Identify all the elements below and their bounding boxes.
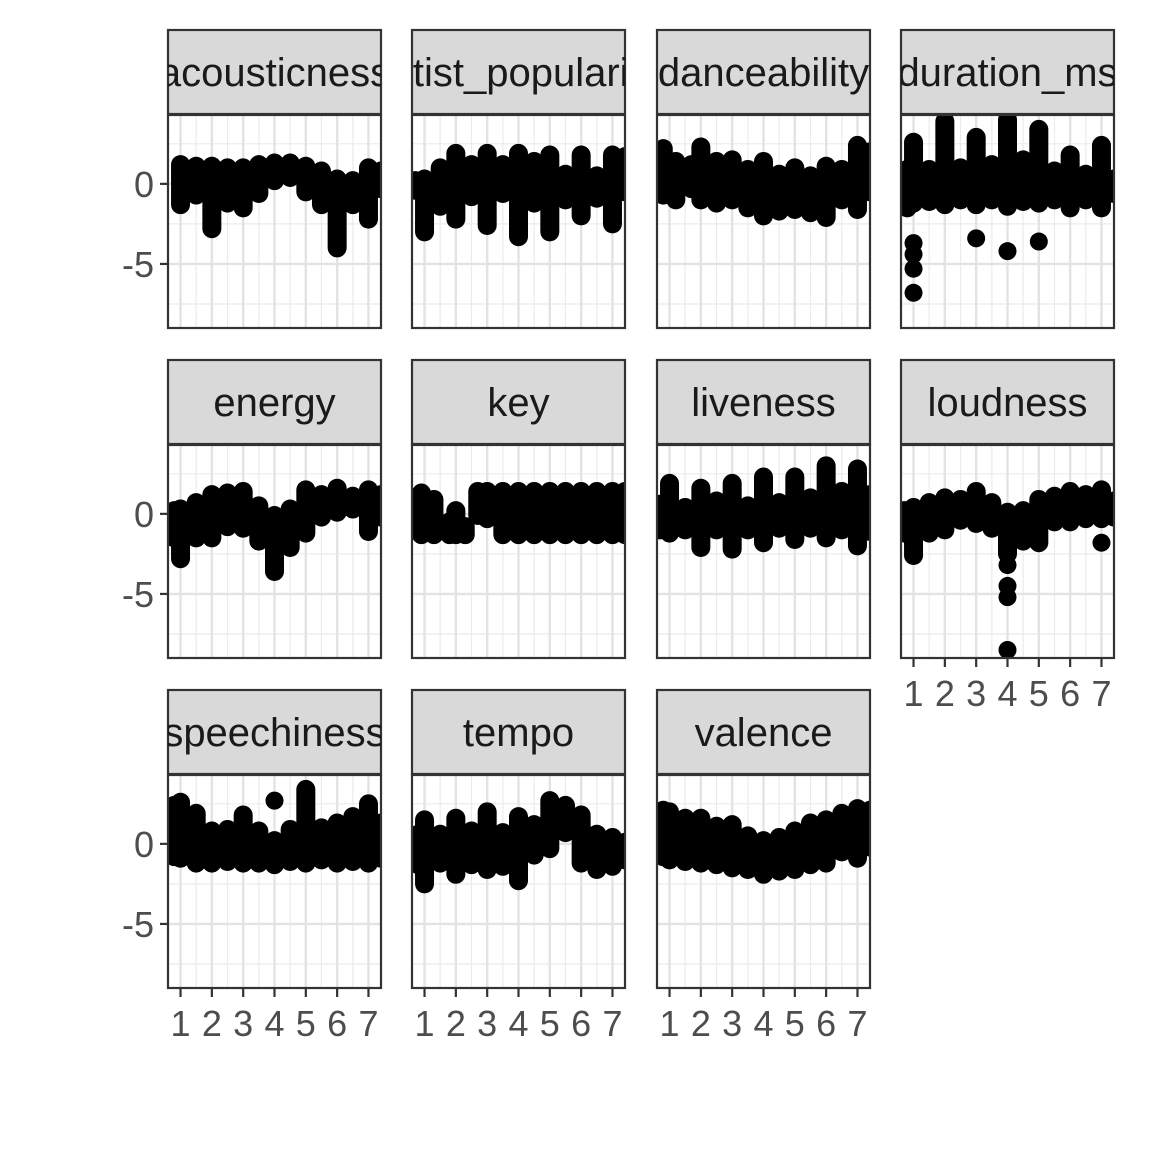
facet-panels: acousticnessartist_popularitydanceabilit… <box>159 28 1117 990</box>
panel-valence: valence <box>655 688 872 990</box>
strip-label-duration-ms: duration_ms <box>897 51 1117 95</box>
points-speechiness <box>168 779 381 875</box>
x-tick-label: 1 <box>660 1003 680 1044</box>
panel-duration-ms: duration_ms <box>897 28 1117 330</box>
points-energy <box>168 478 381 582</box>
points-acousticness <box>171 153 381 258</box>
panel-artist-popularity: artist_popularity <box>377 28 659 330</box>
x-tick-label: 7 <box>358 1003 378 1044</box>
y-tick-label: -5 <box>122 904 154 945</box>
panel-acousticness: acousticness <box>159 28 390 330</box>
strip-key <box>410 358 627 446</box>
data-point <box>1092 533 1111 552</box>
x-tick-label: 7 <box>1091 673 1111 714</box>
points-duration-ms <box>901 115 1114 302</box>
x-tick-label: 2 <box>691 1003 711 1044</box>
panel-border <box>899 113 1116 330</box>
data-point <box>904 259 923 278</box>
data-point <box>998 640 1017 658</box>
strip-artist-popularity <box>410 28 627 116</box>
x-tick-label: 6 <box>816 1003 836 1044</box>
x-tick-label: 6 <box>1060 673 1080 714</box>
points-liveness <box>657 456 870 559</box>
x-tick-label: 4 <box>508 1003 528 1044</box>
x-tick-label: 4 <box>997 673 1017 714</box>
data-point <box>1029 232 1048 251</box>
panel-danceability: danceability <box>655 28 872 330</box>
points-key <box>412 481 625 545</box>
x-tick-label: 2 <box>202 1003 222 1044</box>
panel-border <box>410 113 627 330</box>
x-tick-label: 3 <box>477 1003 497 1044</box>
strip-label-artist-popularity: artist_popularity <box>377 51 659 95</box>
x-tick-label: 7 <box>602 1003 622 1044</box>
panel-key: key <box>410 358 627 660</box>
x-tick-label: 2 <box>446 1003 466 1044</box>
facet-axes: 0-50-51 2 3 4 5 6 70-51 2 3 4 5 6 7 1 2 3 4 5 6 7 1 2 3 4 5 6 7 <box>122 164 1112 1044</box>
panel-border <box>166 443 383 660</box>
panel-loudness: loudness <box>899 358 1116 660</box>
x-tick-label: 1 <box>171 1003 191 1044</box>
y-tick-label: -5 <box>122 574 154 615</box>
panel-liveness: liveness <box>655 358 872 660</box>
strip-acousticness <box>166 28 383 116</box>
strip-label-liveness: liveness <box>691 381 836 425</box>
x-tick-label: 5 <box>785 1003 805 1044</box>
panel-border <box>655 443 872 660</box>
data-point <box>967 229 986 248</box>
panel-border <box>655 113 872 330</box>
strip-label-speechiness: speechiness <box>163 711 385 755</box>
points-valence <box>657 799 870 884</box>
strip-label-loudness: loudness <box>927 381 1087 425</box>
x-tick-label: 5 <box>540 1003 560 1044</box>
y-tick-label: 0 <box>134 494 154 535</box>
data-point <box>904 283 923 302</box>
panel-speechiness: speechiness <box>163 688 385 990</box>
strip-label-key: key <box>487 381 549 425</box>
strip-loudness <box>899 358 1116 446</box>
x-tick-label: 5 <box>1029 673 1049 714</box>
panel-border <box>166 113 383 330</box>
data-point <box>998 556 1017 575</box>
panel-border <box>410 443 627 660</box>
y-tick-label: 0 <box>134 164 154 205</box>
x-tick-label: 7 <box>847 1003 867 1044</box>
points-loudness <box>901 480 1114 658</box>
x-tick-label: 6 <box>327 1003 347 1044</box>
data-point <box>265 791 284 810</box>
y-tick-label: 0 <box>134 824 154 865</box>
x-tick-label: 5 <box>296 1003 316 1044</box>
data-point <box>998 588 1017 607</box>
x-tick-label: 2 <box>935 673 955 714</box>
points-artist-popularity <box>412 143 625 247</box>
strip-label-acousticness: acousticness <box>159 51 390 95</box>
panel-energy: energy <box>166 358 383 660</box>
x-tick-label: 1 <box>415 1003 435 1044</box>
data-point <box>904 245 923 264</box>
x-tick-label: 3 <box>966 673 986 714</box>
panel-tempo: tempo <box>410 688 627 990</box>
strip-speechiness <box>166 688 383 776</box>
x-tick-label: 6 <box>571 1003 591 1044</box>
strip-label-energy: energy <box>213 381 335 425</box>
x-tick-label: 4 <box>264 1003 284 1044</box>
y-tick-label: -5 <box>122 244 154 285</box>
x-tick-label: 3 <box>233 1003 253 1044</box>
strip-duration-ms <box>899 28 1116 116</box>
x-tick-label: 4 <box>753 1003 773 1044</box>
strip-label-valence: valence <box>695 711 833 755</box>
x-tick-label: 1 <box>904 673 924 714</box>
strip-energy <box>166 358 383 446</box>
strip-valence <box>655 688 872 776</box>
strip-tempo <box>410 688 627 776</box>
strip-label-danceability: danceability <box>658 51 869 95</box>
x-tick-label: 3 <box>722 1003 742 1044</box>
points-tempo <box>412 791 625 894</box>
strip-label-tempo: tempo <box>463 711 574 755</box>
data-point <box>998 242 1017 261</box>
points-danceability <box>657 135 870 227</box>
